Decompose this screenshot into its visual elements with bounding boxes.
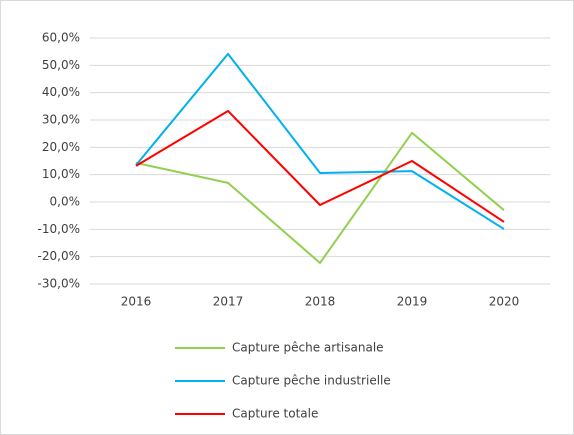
- x-tick-label: 2019: [397, 295, 428, 309]
- y-tick-label: 50,0%: [42, 58, 80, 72]
- y-tick-label: 20,0%: [42, 140, 80, 154]
- y-tick-label: 10,0%: [42, 167, 80, 181]
- y-tick-label: 60,0%: [42, 31, 80, 45]
- series-line: [135, 52, 505, 230]
- legend-label: Capture pêche artisanale: [232, 341, 384, 355]
- y-tick-label: -10,0%: [38, 222, 80, 236]
- x-tick-label: 2017: [213, 295, 244, 309]
- y-tick-label: -20,0%: [38, 249, 80, 263]
- y-tick-label: 0,0%: [50, 195, 81, 209]
- x-tick-label: 2018: [305, 295, 336, 309]
- x-tick-label: 2016: [121, 295, 152, 309]
- legend-label: Capture pêche industrielle: [232, 374, 391, 388]
- x-tick-label: 2020: [489, 295, 520, 309]
- y-tick-label: 40,0%: [42, 85, 80, 99]
- series-line: [135, 131, 505, 264]
- y-tick-label: 30,0%: [42, 113, 80, 127]
- y-tick-label: -30,0%: [38, 277, 80, 291]
- series-line: [135, 109, 505, 223]
- legend-label: Capture totale: [232, 407, 318, 421]
